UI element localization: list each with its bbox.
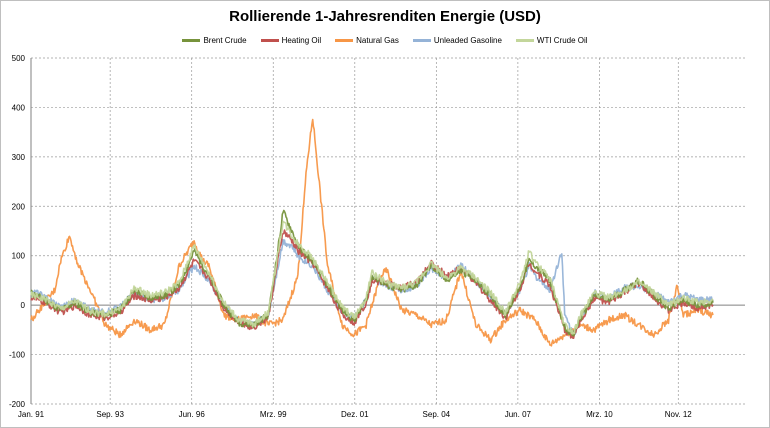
legend-swatch xyxy=(335,39,354,42)
y-tick-label: 500 xyxy=(12,54,26,63)
y-tick-label: 0 xyxy=(21,301,26,310)
y-tick-label: -200 xyxy=(9,400,26,409)
legend-label: Brent Crude xyxy=(203,36,247,45)
x-tick-label: Jan. 91 xyxy=(18,410,45,419)
legend-swatch xyxy=(182,39,201,42)
y-tick-label: 400 xyxy=(12,103,26,112)
legend-swatch xyxy=(412,39,431,42)
series-line-natural-gas xyxy=(30,118,714,347)
legend-label: WTI Crude Oil xyxy=(536,36,588,45)
axes xyxy=(30,58,745,404)
x-tick-label: Jun. 07 xyxy=(505,410,532,419)
legend-item: Brent Crude xyxy=(182,36,247,45)
legend-item: Heating Oil xyxy=(260,36,322,45)
legend-item: Natural Gas xyxy=(335,36,399,45)
legend-swatch xyxy=(260,39,279,42)
x-tick-label: Dez. 01 xyxy=(341,410,369,419)
y-tick-label: 300 xyxy=(12,153,26,162)
x-tick-label: Sep. 93 xyxy=(96,410,124,419)
chart-title: Rollierende 1-Jahresrenditen Energie (US… xyxy=(229,8,541,25)
x-tick-label: Mrz. 10 xyxy=(586,410,613,419)
legend-swatch xyxy=(515,39,534,42)
legend-item: Unleaded Gasoline xyxy=(412,36,502,45)
series-line-wti-crude-oil xyxy=(30,220,714,335)
series-lines xyxy=(30,118,714,347)
legend-label: Natural Gas xyxy=(356,36,399,45)
x-tick-label: Jun. 96 xyxy=(179,410,206,419)
gridlines xyxy=(30,57,745,405)
legend: Brent Crude Heating Oil Natural Gas Unleade… xyxy=(0,36,770,45)
y-tick-labels: -200 -100 0 100 200 300 400 500 xyxy=(9,54,26,409)
x-tick-label: Sep. 04 xyxy=(423,410,451,419)
legend-label: Heating Oil xyxy=(281,36,322,45)
x-tick-label: Mrz. 99 xyxy=(260,410,287,419)
legend-item: WTI Crude Oil xyxy=(515,36,588,45)
y-tick-label: 100 xyxy=(12,252,26,261)
y-tick-label: -100 xyxy=(9,351,26,360)
x-tick-labels: Jan. 91 Sep. 93 Jun. 96 Mrz. 99 Dez. 01 Sep. … xyxy=(18,410,692,419)
legend-label: Unleaded Gasoline xyxy=(433,36,502,45)
y-tick-label: 200 xyxy=(12,202,26,211)
x-tick-label: Nov. 12 xyxy=(665,410,693,419)
